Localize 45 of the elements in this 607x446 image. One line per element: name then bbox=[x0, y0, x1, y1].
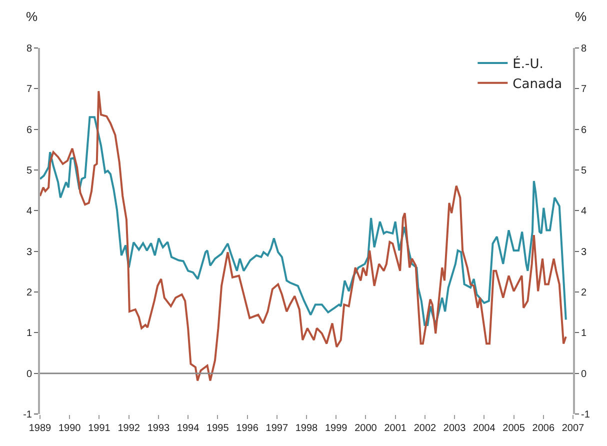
y2-tick-label: 1 bbox=[581, 328, 587, 340]
y2-tick-label: 8 bbox=[581, 44, 587, 54]
y2-axis-title: % bbox=[575, 9, 587, 24]
line-series bbox=[40, 90, 567, 382]
x-tick-label: 2007 bbox=[562, 423, 585, 434]
y-tick-label: 6 bbox=[26, 124, 32, 136]
x-tick-label: 1992 bbox=[118, 423, 140, 434]
x-tick-label: 1998 bbox=[295, 423, 318, 434]
y2-tick-label: 6 bbox=[581, 124, 587, 136]
x-tick-label: 1993 bbox=[147, 423, 170, 434]
x-tick-label: 1994 bbox=[176, 423, 200, 434]
x-tick-label: 1991 bbox=[88, 423, 111, 434]
legend-label: Canada bbox=[512, 76, 562, 92]
x-tick-label: 2003 bbox=[443, 423, 466, 434]
y-tick-label: 4 bbox=[26, 206, 32, 218]
y2-tick-label: 3 bbox=[581, 246, 587, 258]
y2-tick-label: 2 bbox=[581, 288, 587, 298]
y-tick-label: 1 bbox=[26, 328, 32, 340]
y-axis-title: % bbox=[26, 9, 38, 24]
x-tick-label: 1990 bbox=[58, 423, 82, 434]
x-tick-label: 2005 bbox=[502, 423, 526, 434]
x-tick-label: 1996 bbox=[236, 423, 259, 434]
x-tick-label: 2004 bbox=[473, 423, 496, 434]
x-tick-label: 2002 bbox=[414, 423, 436, 434]
line-series bbox=[40, 116, 567, 326]
y2-tick-label: -1 bbox=[581, 410, 590, 420]
x-tick-label: 2000 bbox=[354, 423, 378, 434]
y2-tick-label: 0 bbox=[581, 368, 587, 380]
x-tick-label: 1989 bbox=[28, 423, 52, 434]
y-tick-label: 0 bbox=[26, 368, 32, 380]
y2-tick-label: 4 bbox=[581, 206, 587, 218]
legend-label: É.-U. bbox=[512, 55, 544, 72]
x-tick-label: 1995 bbox=[206, 423, 230, 434]
y-tick-label: 5 bbox=[26, 166, 32, 176]
x-tick-label: 1999 bbox=[324, 423, 348, 434]
y-tick-label: 2 bbox=[26, 288, 32, 298]
x-tick-label: 2001 bbox=[384, 423, 407, 434]
y2-tick-label: 5 bbox=[581, 166, 587, 176]
y-tick-label: 8 bbox=[26, 44, 32, 54]
y-tick-label: 7 bbox=[26, 84, 32, 96]
x-tick-label: 2006 bbox=[532, 423, 555, 434]
x-tick-label: 1997 bbox=[266, 423, 288, 434]
y-tick-label: 3 bbox=[26, 246, 32, 258]
y-tick-label: -1 bbox=[23, 410, 32, 420]
y2-tick-label: 7 bbox=[581, 84, 587, 96]
